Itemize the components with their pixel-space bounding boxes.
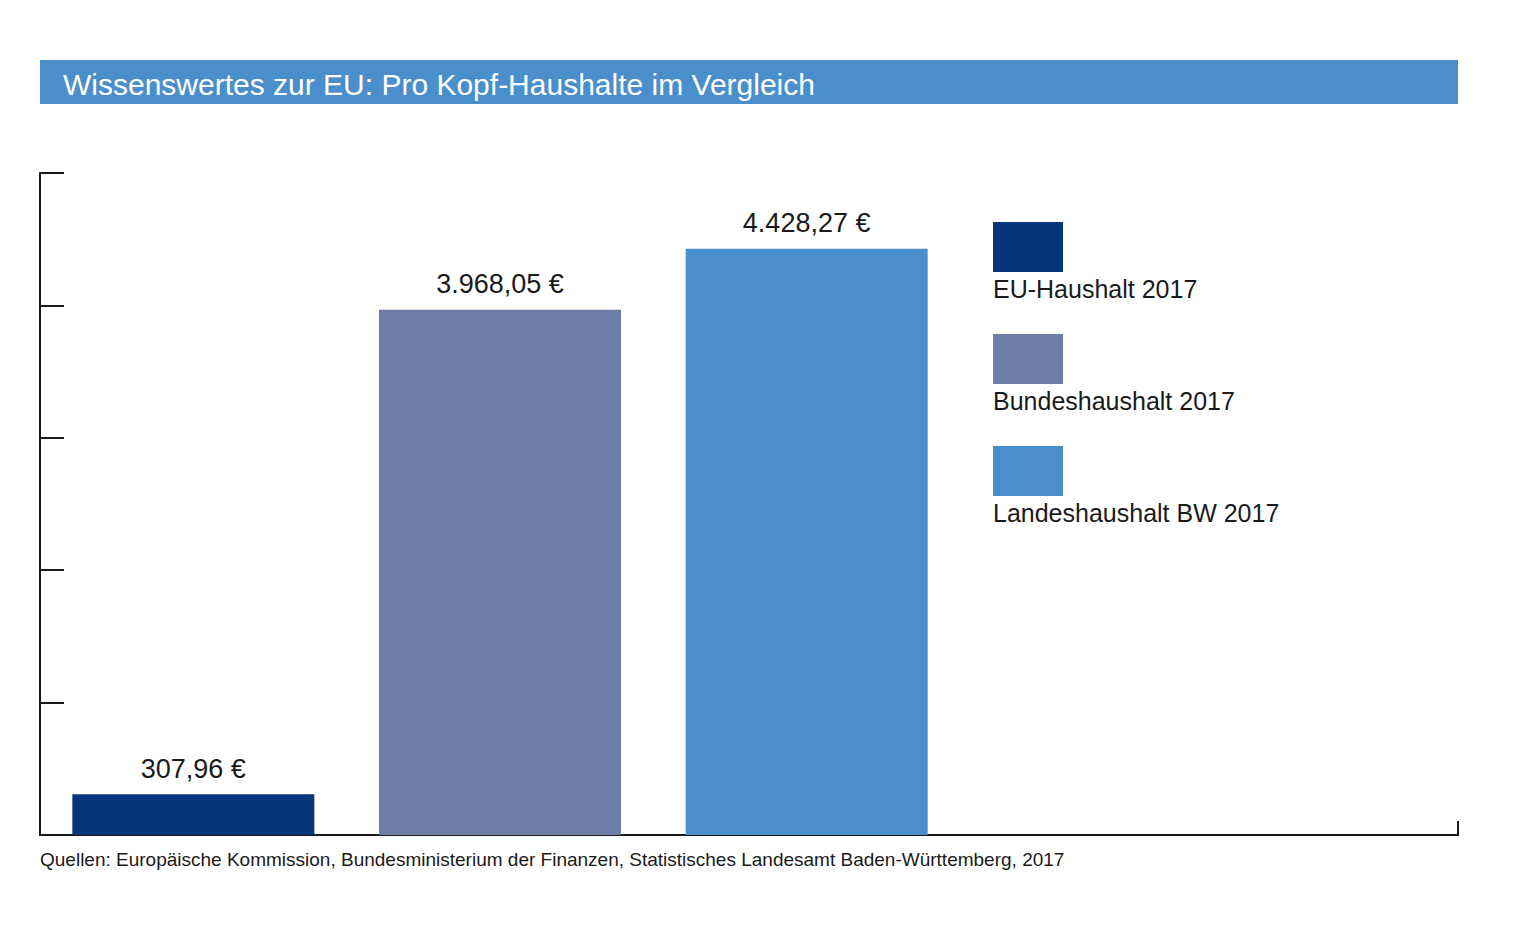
svg-text:3.968,05 €: 3.968,05 € xyxy=(436,269,564,299)
svg-text:307,96 €: 307,96 € xyxy=(141,754,246,784)
svg-text:Bundeshaushalt 2017: Bundeshaushalt 2017 xyxy=(993,387,1235,415)
svg-text:Quellen: Europäische Kommissio: Quellen: Europäische Kommission, Bundesm… xyxy=(40,849,1064,870)
svg-text:Landeshaushalt BW 2017: Landeshaushalt BW 2017 xyxy=(993,499,1279,527)
svg-text:EU-Haushalt 2017: EU-Haushalt 2017 xyxy=(993,275,1197,303)
svg-text:4.428,27 €: 4.428,27 € xyxy=(743,208,871,238)
svg-text:Wissenswertes zur EU: Pro Kopf: Wissenswertes zur EU: Pro Kopf-Haushalte… xyxy=(63,68,815,101)
